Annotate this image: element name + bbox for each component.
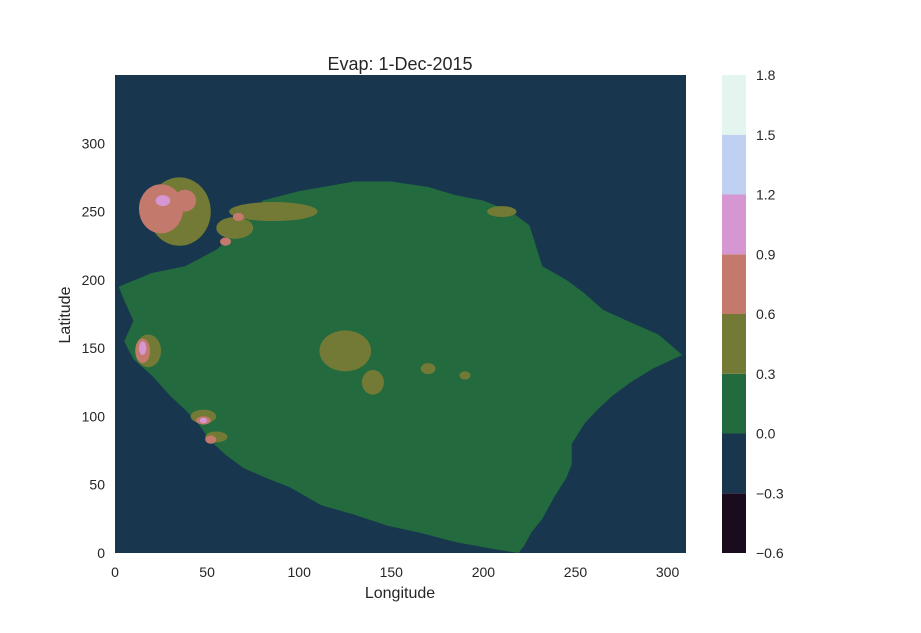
moderate-evap-region <box>459 371 471 380</box>
colorbar-segment <box>722 194 746 255</box>
colorbar-tick-label: −0.6 <box>756 545 784 561</box>
x-tick-label: 0 <box>111 564 119 580</box>
moderate-evap-region <box>361 369 384 395</box>
y-tick-label: 150 <box>82 340 106 356</box>
moderate-evap-region <box>420 363 436 375</box>
moderate-evap-region <box>229 202 318 222</box>
colorbar-tick-label: 0.6 <box>756 306 776 322</box>
x-tick-label: 150 <box>380 564 404 580</box>
colorbar-segment <box>722 433 746 494</box>
x-tick-label: 50 <box>199 564 215 580</box>
moderate-evap-region <box>487 206 517 218</box>
y-tick-label: 100 <box>82 408 106 424</box>
plot-area <box>115 75 686 553</box>
y-tick-label: 250 <box>82 204 106 220</box>
x-axis-label: Longitude <box>365 585 435 602</box>
very-high-evap-region <box>138 341 147 355</box>
moderate-evap-region <box>319 330 372 372</box>
x-axis-ticks: 0 50 100 150 200 250 300 <box>111 564 679 580</box>
very-high-evap-region <box>155 195 171 207</box>
high-evap-region <box>219 237 232 246</box>
y-tick-label: 0 <box>97 545 105 561</box>
colorbar-tick-label: 0.0 <box>756 426 776 442</box>
colorbar-segment <box>722 75 746 135</box>
colorbar-segment <box>722 314 746 374</box>
colorbar-tick-label: 0.9 <box>756 246 776 262</box>
colorbar-ticks: −0.6 −0.3 0.0 0.3 0.6 0.9 1.2 1.5 1.8 <box>756 67 784 561</box>
y-axis-label: Latitude <box>57 286 74 343</box>
y-tick-label: 200 <box>82 272 106 288</box>
high-evap-region <box>205 435 217 444</box>
colorbar-segment <box>722 254 746 314</box>
y-tick-label: 50 <box>89 477 105 493</box>
chart-title: Evap: 1-Dec-2015 <box>327 54 472 74</box>
colorbar-tick-label: 0.3 <box>756 366 776 382</box>
x-tick-label: 100 <box>288 564 312 580</box>
colorbar-tick-label: 1.2 <box>756 187 776 203</box>
landmass-region <box>118 181 683 553</box>
x-tick-label: 300 <box>656 564 680 580</box>
high-evap-region <box>138 184 184 234</box>
y-tick-label: 300 <box>82 135 106 151</box>
colorbar-segment <box>722 134 746 195</box>
colorbar-tick-label: 1.8 <box>756 67 776 83</box>
x-tick-label: 200 <box>472 564 496 580</box>
moderate-evap-region <box>216 217 254 239</box>
y-axis-ticks: 0 50 100 150 200 250 300 <box>82 135 106 561</box>
evaporation-field <box>118 177 683 553</box>
colorbar-segment <box>722 373 746 434</box>
high-evap-region <box>232 212 244 222</box>
colorbar-tick-label: 1.5 <box>756 127 776 143</box>
very-high-evap-region <box>199 417 208 424</box>
high-evap-region <box>173 189 197 212</box>
colorbar-segment <box>722 493 746 553</box>
x-tick-label: 250 <box>564 564 588 580</box>
colorbar-tick-label: −0.3 <box>756 485 784 501</box>
colorbar <box>722 75 746 553</box>
